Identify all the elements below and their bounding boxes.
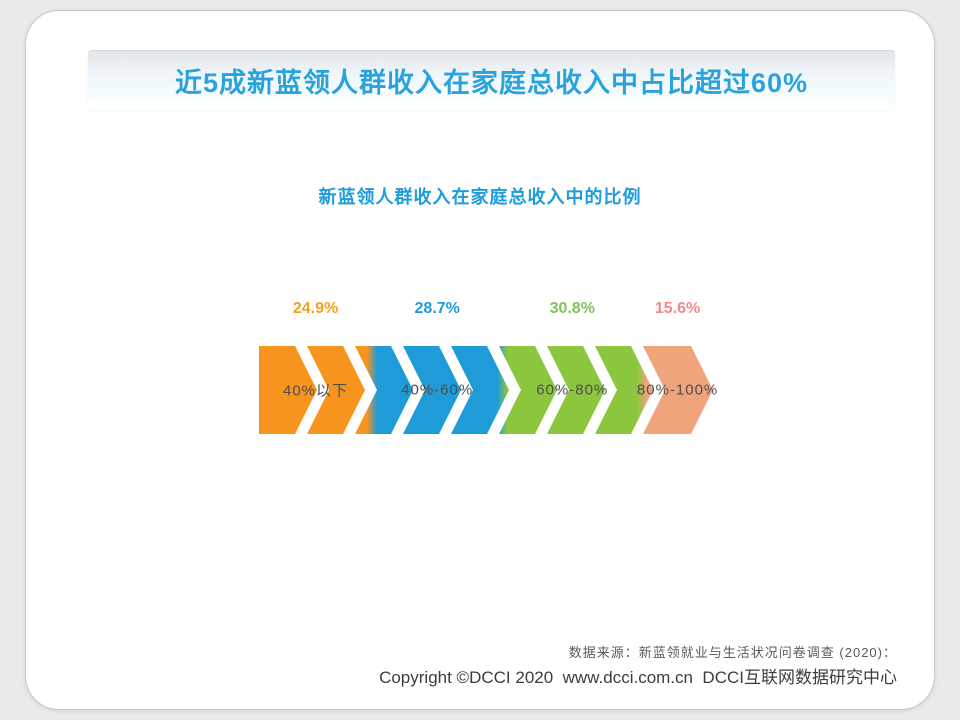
arrow-segment-label-0: 40%以下 [283, 382, 349, 400]
chevron-arrow [307, 346, 365, 434]
chevron-arrow [643, 346, 713, 434]
chart-title: 新蓝领人群收入在家庭总收入中的比例 [318, 187, 642, 207]
chevron-arrow [499, 346, 557, 434]
percent-label-3: 15.6% [654, 300, 701, 317]
chevron-arrow [451, 346, 509, 434]
chevron-arrow [259, 346, 317, 434]
arrow-strip [259, 346, 713, 434]
arrow-segment-label-2: 60%-80% [536, 381, 609, 399]
percent-label-0: 24.9% [292, 300, 339, 317]
chevron-arrow [355, 346, 413, 434]
arrow-chart: 24.9% 28.7% 30.8% 15.6% 40%以下 40%-60% 60… [259, 294, 717, 434]
source-note: 数据来源：新蓝领就业与生活状况问卷调查 (2020)： [568, 645, 897, 660]
chevron-arrow [403, 346, 461, 434]
percent-label-2: 30.8% [549, 300, 595, 317]
title-banner: 近5成新蓝领人群收入在家庭总收入中占比超过60% [88, 50, 895, 110]
percent-label-1: 28.7% [414, 300, 460, 317]
arrow-segment-label-1: 40%-60% [401, 381, 474, 399]
arrow-segment-label-3: 80%-100% [636, 381, 719, 399]
copyright-text: Copyright ©DCCI 2020 www.dcci.com.cn DCC… [379, 668, 897, 687]
slide-card: 近5成新蓝领人群收入在家庭总收入中占比超过60% 新蓝领人群收入在家庭总收入中的… [25, 10, 935, 710]
banner-title: 近5成新蓝领人群收入在家庭总收入中占比超过60% [174, 68, 809, 98]
chevron-arrow [595, 346, 653, 434]
chevron-arrow [547, 346, 605, 434]
